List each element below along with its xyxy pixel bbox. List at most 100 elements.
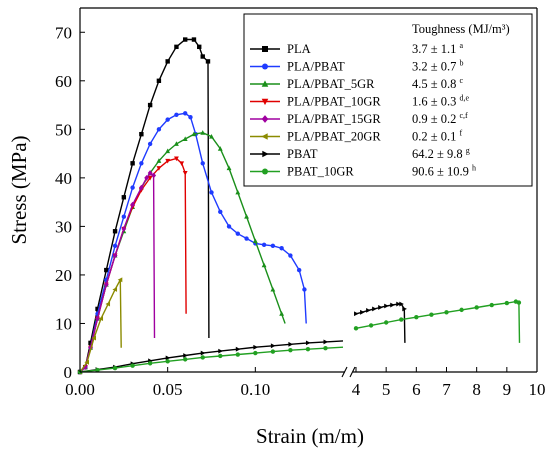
data-point-pbat [378,305,383,310]
y-tick-label: 0 [64,363,73,382]
legend-label: PLA/PBAT_20GR [287,130,381,144]
data-point-pbat-10gr [253,350,258,356]
x-tick-label: 4 [352,380,361,399]
data-point-pbat [384,303,389,309]
x-tick-label: 0.05 [153,380,183,399]
data-point-pla-pbat-10gr [179,161,185,166]
legend-header: Toughness (MJ/m³) [412,22,510,36]
data-point-pbat [235,346,241,352]
data-point-pla-pbat [244,236,249,241]
series-line-pla-pbat-20gr [79,279,122,373]
legend-item-pbat-10gr: PBAT_10GR 90.6 ± 10.9 h [250,164,476,179]
data-point-pbat [270,343,276,349]
legend-label: PLA [287,42,311,56]
y-tick-label: 50 [55,120,72,139]
data-point-pbat-10gr [444,310,449,315]
data-point-pla [147,102,153,108]
series-pla [77,37,211,375]
legend-label: PBAT [287,147,318,161]
data-point-pla-pbat [296,267,302,273]
legend-item-pla-pbat: PLA/PBAT 3.2 ± 0.7 b [250,59,464,74]
x-axis-title: Strain (m/m) [256,424,364,448]
legend-label: PLA/PBAT_5GR [287,77,375,91]
legend-item-pla: PLA 3.7 ± 1.1 a [250,41,464,56]
data-point-pla-pbat-15gr [138,184,144,191]
legend-superscript: a [460,41,464,50]
data-point-pbat-10gr [165,359,170,364]
data-point-pbat [390,302,395,308]
data-point-pbat [288,341,294,347]
data-point-pla-pbat-5gr [226,165,232,171]
legend-superscript: c [460,76,464,85]
data-point-pbat-10gr [95,367,100,373]
y-tick-label: 30 [55,217,72,236]
data-point-pla-pbat [156,127,162,132]
legend-swatch-marker [261,133,268,140]
data-point-pbat-10gr [504,300,510,306]
data-point-pla-pbat [139,161,144,166]
data-point-pbat [402,306,407,312]
data-point-pla [205,59,211,64]
data-point-pla-pbat-10gr [182,171,188,176]
data-point-pla [191,37,197,42]
data-point-pla-pbat-5gr [200,130,206,135]
data-point-pla-pbat-5gr [191,131,197,137]
data-point-pbat-10gr [489,302,494,308]
data-point-pla [165,59,170,64]
data-point-pbat [354,311,359,317]
legend-swatch-marker [262,150,269,158]
data-point-pla-pbat-20gr [112,287,118,292]
data-point-pla-pbat [174,112,179,117]
data-point-pbat-10gr [353,326,359,331]
data-point-pbat [360,309,365,315]
data-point-pla [112,229,118,234]
data-point-pbat [218,348,223,354]
legend-item-pla-pbat-15gr: PLA/PBAT_15GR 0.9 ± 0.2 c,f [250,111,468,126]
data-point-pla [104,267,109,273]
data-point-pla [88,340,93,346]
data-point-pla-pbat-10gr [165,158,171,164]
legend-label: PBAT_10GR [287,165,354,179]
data-point-pla-pbat-5gr [261,262,267,268]
data-point-pbat-10gr [323,346,328,351]
data-point-pla-pbat-20gr [117,277,123,283]
legend-superscript: b [460,59,464,68]
data-point-pla-pbat [288,253,293,258]
y-tick-label: 60 [55,72,72,91]
data-point-pla [95,306,100,312]
data-point-pla-pbat-15gr [147,170,153,176]
data-point-pla-pbat-15gr [82,364,88,371]
data-point-pbat-10gr [235,352,240,357]
data-point-pla-pbat [261,242,267,248]
data-point-pbat [305,340,311,346]
series-pbat [78,301,407,375]
data-point-pla-pbat-15gr [112,252,118,259]
data-point-pla-pbat-5gr [209,133,214,139]
legend-toughness: 0.2 ± 0.1 f [412,129,463,144]
y-tick-label: 20 [55,266,72,285]
x-tick-label: 0.10 [240,380,270,399]
data-point-pla-pbat [279,246,284,251]
series-line-pla-pbat-15gr [79,172,156,373]
axis-break-mark [341,366,348,378]
data-point-pbat-10gr [288,347,293,353]
legend-item-pbat: PBAT 64.2 ± 9.8 g [250,146,470,161]
data-point-pla [130,161,135,166]
data-point-pla [156,78,162,83]
data-point-pbat-10gr [459,307,464,313]
data-point-pbat-10gr [383,320,389,325]
data-point-pla-pbat [302,287,307,292]
data-point-pbat-10gr [368,323,374,328]
series-pla-pbat-20gr [77,277,123,375]
x-tick-label: 6 [412,380,421,399]
data-point-pbat-10gr [516,300,522,305]
legend-toughness: 90.6 ± 10.9 h [412,164,476,179]
y-tick-label: 70 [55,23,72,42]
legend-toughness: 4.5 ± 0.8 c [412,76,464,91]
data-point-pla-pbat-10gr [174,156,179,162]
data-point-pbat-10gr [200,355,205,360]
legend-label: PLA/PBAT_15GR [287,112,381,126]
legend-swatch-marker [262,63,268,70]
data-point-pla-pbat [183,111,188,116]
